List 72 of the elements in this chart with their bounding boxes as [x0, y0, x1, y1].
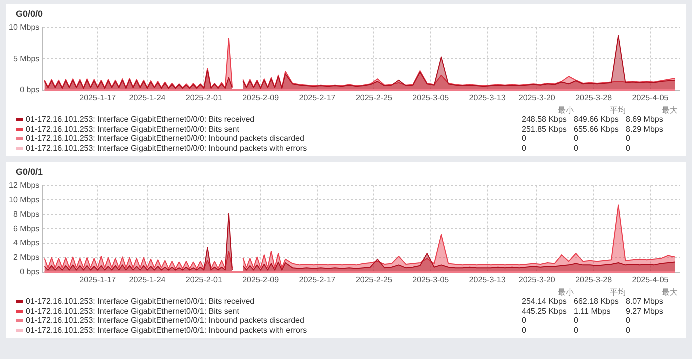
legend-label: 01-172.16.101.253: Interface GigabitEthernet0/0/1: Inbound packets discarded — [26, 316, 306, 326]
text: 最小 — [557, 288, 574, 297]
chart-title: G0/0/1 — [15, 166, 44, 178]
x-tick-label: 2025-3-20 — [518, 93, 556, 102]
text: 254.14 Kbps — [522, 297, 568, 306]
text: 849.66 Kbps — [574, 115, 620, 124]
text: 8.29 Mbps — [626, 124, 664, 134]
y-tick-label: 4 Mbps — [13, 238, 40, 248]
text: 1.11 Mbps — [574, 306, 612, 316]
y-tick-label: 6 Mbps — [13, 224, 40, 234]
x-tick-label: 2025-3-20 — [518, 275, 556, 284]
text: 最大 — [661, 106, 678, 115]
x-tick-label: 2025-2-09 — [242, 93, 280, 102]
text: 0 — [574, 326, 580, 335]
text: 0 — [522, 134, 528, 144]
text: 平均 — [609, 288, 626, 297]
text: 0 — [522, 316, 528, 326]
y-tick-label: 2 Mbps — [13, 253, 40, 262]
legend-label: 01-172.16.101.253: Interface GigabitEthernet0/0/1: Inbound packets with errors — [26, 326, 308, 335]
x-tick-label: 2025-1-24 — [129, 275, 166, 284]
x-tick-label: 2025-1-24 — [129, 93, 166, 102]
text: 9.27 Mbps — [626, 306, 664, 316]
y-tick-label: 0 bps — [20, 86, 40, 95]
text: 0 — [574, 316, 580, 326]
x-tick-label: 2025-2-17 — [299, 93, 336, 102]
y-tick-label: 12 Mbps — [8, 181, 40, 190]
text: 0 — [522, 326, 528, 335]
text: 0 — [626, 316, 632, 326]
text: 0 — [626, 144, 632, 153]
text: 0 — [626, 134, 632, 144]
x-tick-label: 2025-2-01 — [186, 93, 223, 102]
y-tick-label: 8 Mbps — [13, 210, 40, 219]
x-tick-label: 2025-2-17 — [299, 275, 336, 284]
x-tick-label: 2025-3-05 — [412, 275, 450, 284]
x-tick-label: 2025-3-28 — [576, 275, 613, 284]
y-tick-label: 10 Mbps — [8, 23, 40, 32]
x-tick-label: 2025-3-13 — [469, 275, 506, 284]
x-tick-label: 2025-2-25 — [356, 93, 393, 102]
text: 0 — [574, 144, 580, 153]
text: 平均 — [609, 106, 626, 115]
legend-label: 01-172.16.101.253: Interface GigabitEthernet0/0/0: Inbound packets with errors — [26, 144, 308, 153]
text: 最大 — [661, 288, 678, 297]
x-tick-label: 2025-1-17 — [80, 93, 117, 102]
x-tick-label: 2025-3-13 — [469, 93, 506, 102]
legend-label: 01-172.16.101.253: Interface GigabitEthernet0/0/0: Bits received — [26, 115, 256, 124]
x-tick-label: 2025-2-25 — [356, 275, 393, 284]
text: 655.66 Kbps — [574, 124, 620, 134]
text: 251.85 Kbps — [522, 124, 568, 134]
text: 8.07 Mbps — [626, 297, 664, 306]
text: 最小 — [557, 106, 574, 115]
y-tick-label: 0 bps — [20, 268, 40, 277]
text: 662.18 Kbps — [574, 297, 620, 306]
legend-label: 01-172.16.101.253: Interface GigabitEthernet0/0/0: Bits sent — [26, 124, 240, 134]
legend-label: 01-172.16.101.253: Interface GigabitEthernet0/0/1: Bits sent — [26, 306, 240, 316]
chart-title: G0/0/0 — [15, 8, 44, 20]
text: 445.25 Kbps — [522, 306, 568, 316]
x-tick-label: 2025-3-05 — [412, 93, 450, 102]
legend-label: 01-172.16.101.253: Interface GigabitEthernet0/0/1: Bits received — [26, 297, 256, 306]
text: 0 — [574, 134, 580, 144]
x-tick-label: 2025-2-01 — [186, 275, 223, 284]
x-tick-label: 2025-1-17 — [80, 275, 117, 284]
x-tick-label: 2025-2-09 — [242, 275, 280, 284]
text: 8.69 Mbps — [626, 115, 664, 124]
x-tick-label: 2025-4-05 — [632, 93, 670, 102]
y-tick-label: 5 Mbps — [13, 54, 40, 64]
text: 248.58 Kbps — [522, 115, 568, 124]
text: 0 — [522, 144, 528, 153]
text: 0 — [626, 326, 632, 335]
legend-label: 01-172.16.101.253: Interface GigabitEthernet0/0/0: Inbound packets discarded — [26, 134, 306, 144]
x-tick-label: 2025-3-28 — [576, 93, 613, 102]
x-tick-label: 2025-4-05 — [632, 275, 670, 284]
y-tick-label: 10 Mbps — [8, 195, 40, 204]
